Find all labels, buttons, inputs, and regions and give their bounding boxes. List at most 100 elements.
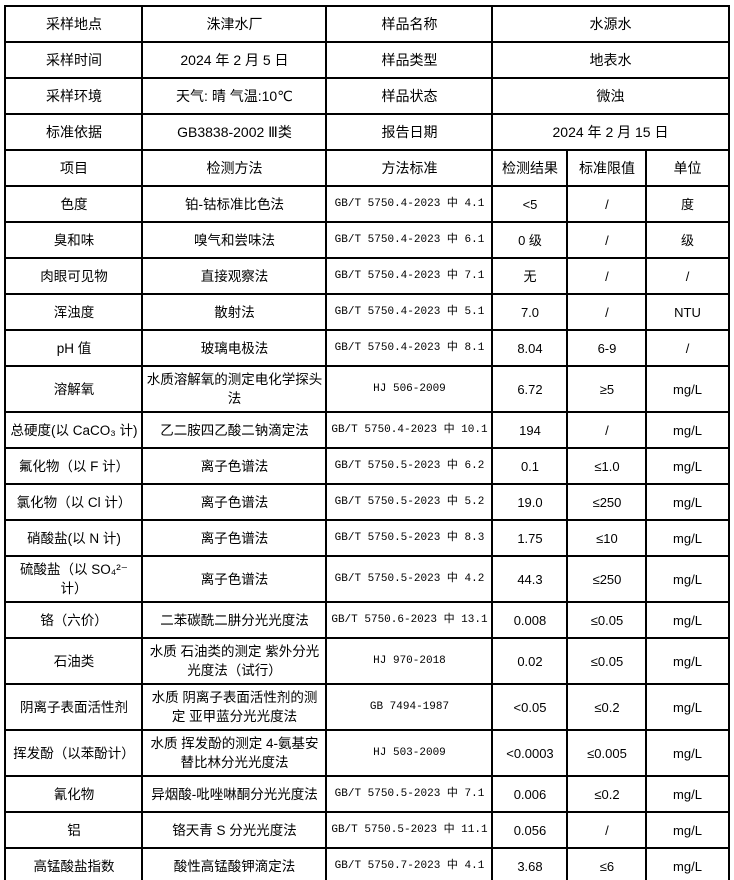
row-item: 浑浊度 [4, 293, 144, 331]
row-item: 石油类 [4, 637, 144, 685]
row-limit: / [566, 257, 648, 295]
row-standard: GB/T 5750.5-2023 中 7.1 [325, 775, 494, 813]
row-unit: mg/L [645, 365, 730, 413]
info-value: 2024 年 2 月 5 日 [141, 41, 328, 79]
row-method: 散射法 [141, 293, 328, 331]
row-item: 氯化物（以 Cl 计） [4, 483, 144, 521]
info-label: 样品名称 [325, 5, 494, 43]
row-limit: / [566, 811, 648, 849]
row-standard: HJ 970-2018 [325, 637, 494, 685]
table-row: 硝酸盐(以 N 计) 离子色谱法 GB/T 5750.5-2023 中 8.3 1.7… [4, 519, 730, 557]
row-result: 3.68 [491, 847, 569, 880]
row-unit: mg/L [645, 519, 730, 557]
table-row: 溶解氧 水质溶解氧的测定电化学探头法 HJ 506-2009 6.72 ≥5 mg/L [4, 365, 730, 413]
row-standard: GB/T 5750.4-2023 中 10.1 [325, 411, 494, 449]
row-result: <5 [491, 185, 569, 223]
row-standard: GB/T 5750.4-2023 中 6.1 [325, 221, 494, 259]
row-unit: mg/L [645, 555, 730, 603]
row-result: 6.72 [491, 365, 569, 413]
row-unit: mg/L [645, 411, 730, 449]
row-method: 玻璃电极法 [141, 329, 328, 367]
row-result: 7.0 [491, 293, 569, 331]
row-result: <0.0003 [491, 729, 569, 777]
info-label: 采样环境 [4, 77, 144, 115]
row-standard: GB/T 5750.4-2023 中 8.1 [325, 329, 494, 367]
table-row: 氰化物 异烟酸-吡唑啉酮分光光度法 GB/T 5750.5-2023 中 7.1 0.… [4, 775, 730, 813]
row-result: 194 [491, 411, 569, 449]
info-row: 采样时间 2024 年 2 月 5 日样品类型 地表水 [4, 41, 730, 79]
header-method: 检测方法 [141, 149, 328, 187]
row-result: 19.0 [491, 483, 569, 521]
info-value: 水源水 [491, 5, 730, 43]
info-section: 采样地点 洙津水厂 样品名称 水源水 采样时间 2024 年 2 月 5 日样品类型 地表水… [4, 5, 730, 151]
row-item: 氟化物（以 F 计） [4, 447, 144, 485]
header-limit: 标准限值 [566, 149, 648, 187]
header-result: 检测结果 [491, 149, 569, 187]
row-unit: mg/L [645, 683, 730, 731]
row-item: 臭和味 [4, 221, 144, 259]
water-quality-report-table: 采样地点 洙津水厂 样品名称 水源水 采样时间 2024 年 2 月 5 日样品类型 地表水… [4, 5, 730, 880]
table-row: 挥发酚（以苯酚计） 水质 挥发酚的测定 4-氨基安替比林分光光度法 HJ 503-2… [4, 729, 730, 777]
row-limit: ≤10 [566, 519, 648, 557]
row-method: 水质 阴离子表面活性剂的测定 亚甲蓝分光光度法 [141, 683, 328, 731]
row-unit: / [645, 257, 730, 295]
row-limit: ≤0.05 [566, 601, 648, 639]
table-row: 氯化物（以 Cl 计） 离子色谱法 GB/T 5750.5-2023 中 5.2 19… [4, 483, 730, 521]
info-value: 微浊 [491, 77, 730, 115]
row-standard: GB/T 5750.5-2023 中 8.3 [325, 519, 494, 557]
info-label: 样品类型 [325, 41, 494, 79]
table-row: 铬（六价） 二苯碳酰二肼分光光度法 GB/T 5750.6-2023 中 13.1 0… [4, 601, 730, 639]
info-row: 采样地点 洙津水厂 样品名称 水源水 [4, 5, 730, 43]
row-standard: HJ 503-2009 [325, 729, 494, 777]
row-unit: mg/L [645, 847, 730, 880]
row-limit: ≤0.05 [566, 637, 648, 685]
row-limit: / [566, 411, 648, 449]
row-limit: ≤250 [566, 555, 648, 603]
header-standard: 方法标准 [325, 149, 494, 187]
row-method: 铬天青 S 分光光度法 [141, 811, 328, 849]
row-method: 离子色谱法 [141, 447, 328, 485]
row-limit: ≤0.2 [566, 775, 648, 813]
row-method: 铂-钴标准比色法 [141, 185, 328, 223]
row-standard: GB/T 5750.5-2023 中 11.1 [325, 811, 494, 849]
row-result: 0 级 [491, 221, 569, 259]
row-item: 总硬度(以 CaCO₃ 计) [4, 411, 144, 449]
row-result: 0.006 [491, 775, 569, 813]
row-limit: ≤0.005 [566, 729, 648, 777]
table-row: 浑浊度 散射法 GB/T 5750.4-2023 中 5.1 7.0/NTU [4, 293, 730, 331]
row-method: 乙二胺四乙酸二钠滴定法 [141, 411, 328, 449]
info-label: 标准依据 [4, 113, 144, 151]
table-row: 铝铬天青 S 分光光度法 GB/T 5750.5-2023 中 11.1 0.056… [4, 811, 730, 849]
info-value: GB3838-2002 Ⅲ类 [141, 113, 328, 151]
row-unit: NTU [645, 293, 730, 331]
row-standard: GB/T 5750.4-2023 中 4.1 [325, 185, 494, 223]
table-row: 硫酸盐（以 SO₄²⁻ 计） 离子色谱法 GB/T 5750.5-2023 中 4.… [4, 555, 730, 603]
row-unit: mg/L [645, 775, 730, 813]
row-limit: / [566, 221, 648, 259]
info-label: 样品状态 [325, 77, 494, 115]
header-item: 项目 [4, 149, 144, 187]
row-method: 嗅气和尝味法 [141, 221, 328, 259]
row-unit: 级 [645, 221, 730, 259]
row-item: 氰化物 [4, 775, 144, 813]
row-limit: ≥5 [566, 365, 648, 413]
row-unit: mg/L [645, 637, 730, 685]
info-value: 地表水 [491, 41, 730, 79]
header-unit: 单位 [645, 149, 730, 187]
table-row: 色度 铂-钴标准比色法 GB/T 5750.4-2023 中 4.1 <5/度 [4, 185, 730, 223]
row-unit: mg/L [645, 601, 730, 639]
table-row: 总硬度(以 CaCO₃ 计) 乙二胺四乙酸二钠滴定法 GB/T 5750.4-202… [4, 411, 730, 449]
info-value: 洙津水厂 [141, 5, 328, 43]
row-standard: GB/T 5750.5-2023 中 5.2 [325, 483, 494, 521]
row-method: 直接观察法 [141, 257, 328, 295]
row-unit: / [645, 329, 730, 367]
row-method: 水质 石油类的测定 紫外分光光度法（试行） [141, 637, 328, 685]
row-result: 0.008 [491, 601, 569, 639]
row-limit: / [566, 185, 648, 223]
info-value: 2024 年 2 月 15 日 [491, 113, 730, 151]
row-result: 44.3 [491, 555, 569, 603]
row-standard: HJ 506-2009 [325, 365, 494, 413]
row-result: 0.1 [491, 447, 569, 485]
row-method: 二苯碳酰二肼分光光度法 [141, 601, 328, 639]
row-item: 铝 [4, 811, 144, 849]
